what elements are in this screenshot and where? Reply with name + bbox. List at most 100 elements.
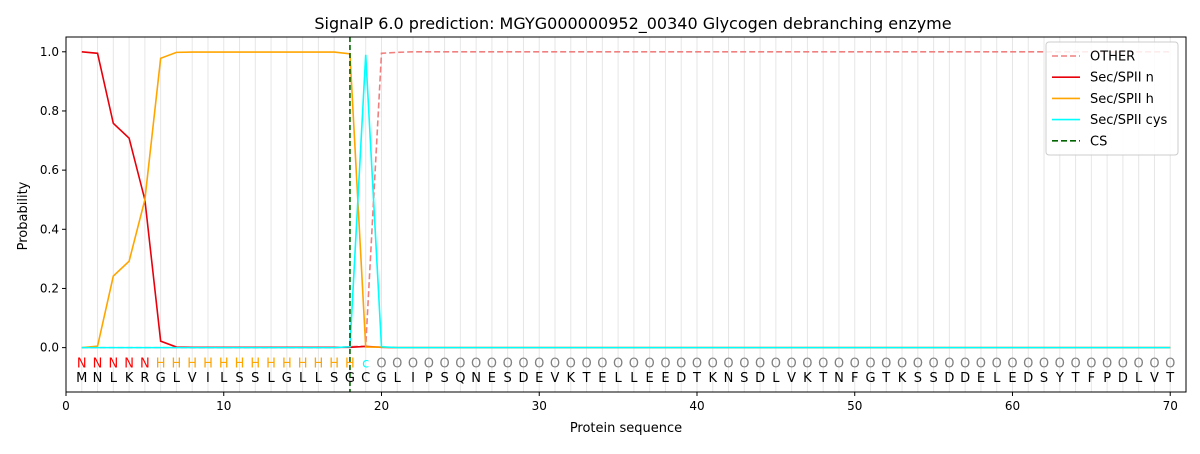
region-label: O bbox=[1149, 356, 1159, 371]
residue-letter: F bbox=[1088, 371, 1095, 386]
residue-letter: L bbox=[1135, 371, 1143, 386]
residue-letter: R bbox=[140, 371, 149, 386]
residue-letter: K bbox=[567, 371, 576, 386]
residue-letter: I bbox=[206, 371, 210, 386]
region-label: N bbox=[124, 356, 134, 371]
residue-letter: L bbox=[110, 371, 118, 386]
residue-letter: N bbox=[93, 371, 103, 386]
region-label: O bbox=[787, 356, 797, 371]
x-tick-label: 70 bbox=[1163, 399, 1178, 413]
region-label: O bbox=[1086, 356, 1096, 371]
region-label: O bbox=[928, 356, 938, 371]
region-label: O bbox=[629, 356, 639, 371]
axes: 0 10 20 30 40 50 60 70 0.0 0.2 0.4 0.6 0.8 1.0 bbox=[40, 36, 1187, 413]
x-tick-label: 60 bbox=[1005, 399, 1020, 413]
region-label: N bbox=[77, 356, 87, 371]
residue-letter: S bbox=[740, 371, 748, 386]
region-label: O bbox=[534, 356, 544, 371]
residue-letter: K bbox=[803, 371, 812, 386]
legend-label: Sec/SPII h bbox=[1090, 92, 1154, 107]
chart-title: SignalP 6.0 prediction: MGYG000000952_00… bbox=[314, 14, 951, 34]
y-tick-label: 0.0 bbox=[40, 341, 59, 355]
region-label: O bbox=[424, 356, 434, 371]
region-label: O bbox=[1023, 356, 1033, 371]
region-label: O bbox=[1055, 356, 1065, 371]
residue-letter: E bbox=[535, 371, 543, 386]
x-tick-label: 10 bbox=[216, 399, 231, 413]
region-label: O bbox=[818, 356, 828, 371]
legend-label: OTHER bbox=[1090, 50, 1135, 65]
residue-letter: G bbox=[865, 371, 875, 386]
series-line-sec-spii-cys bbox=[81, 54, 1171, 349]
region-label: O bbox=[487, 356, 497, 371]
region-label: H bbox=[266, 356, 276, 371]
region-label: O bbox=[581, 356, 591, 371]
x-tick-label: 30 bbox=[532, 399, 547, 413]
residue-letter: E bbox=[646, 371, 654, 386]
region-label: O bbox=[1039, 356, 1049, 371]
region-label: H bbox=[156, 356, 166, 371]
y-axis-label: Probability bbox=[16, 181, 31, 250]
residue-letter: S bbox=[504, 371, 512, 386]
legend-label: CS bbox=[1090, 134, 1107, 149]
residue-letter: D bbox=[1023, 371, 1033, 386]
y-tick-label: 0.2 bbox=[40, 281, 59, 295]
region-label: H bbox=[314, 356, 324, 371]
plot-frame bbox=[65, 36, 1187, 393]
region-label: O bbox=[566, 356, 576, 371]
region-label: H bbox=[298, 356, 308, 371]
region-label: O bbox=[771, 356, 781, 371]
legend-label: Sec/SPII cys bbox=[1090, 113, 1168, 128]
region-label: O bbox=[1102, 356, 1112, 371]
region-label: O bbox=[834, 356, 844, 371]
region-label: O bbox=[692, 356, 702, 371]
residue-letter: E bbox=[1008, 371, 1016, 386]
residue-letter: L bbox=[299, 371, 307, 386]
residue-letter: V bbox=[188, 371, 197, 386]
region-label: O bbox=[1070, 356, 1080, 371]
x-tick-label: 0 bbox=[62, 399, 70, 413]
region-label: O bbox=[992, 356, 1002, 371]
residue-letter: S bbox=[929, 371, 937, 386]
region-label: O bbox=[755, 356, 765, 371]
y-tick-label: 0.6 bbox=[40, 163, 59, 177]
residue-letter: L bbox=[220, 371, 228, 386]
residue-letter: E bbox=[598, 371, 606, 386]
region-label: O bbox=[913, 356, 923, 371]
region-label: O bbox=[471, 356, 481, 371]
region-label: O bbox=[802, 356, 812, 371]
residue-letter: F bbox=[851, 371, 858, 386]
residue-letter: G bbox=[156, 371, 166, 386]
region-label: O bbox=[1134, 356, 1144, 371]
residue-letter: L bbox=[630, 371, 638, 386]
residue-letter: I bbox=[411, 371, 415, 386]
legend-box bbox=[1045, 41, 1179, 156]
region-label: O bbox=[1007, 356, 1017, 371]
residue-letter: T bbox=[692, 371, 701, 386]
region-label: N bbox=[93, 356, 103, 371]
residue-letter: K bbox=[898, 371, 907, 386]
x-tick-label: 20 bbox=[374, 399, 389, 413]
region-label: O bbox=[850, 356, 860, 371]
residue-letter: N bbox=[834, 371, 844, 386]
region-label: N bbox=[140, 356, 150, 371]
region-label: O bbox=[645, 356, 655, 371]
residue-letter: T bbox=[1071, 371, 1080, 386]
region-label: O bbox=[455, 356, 465, 371]
residue-letter: D bbox=[676, 371, 686, 386]
series-lines bbox=[81, 37, 1171, 392]
residue-letter: S bbox=[330, 371, 338, 386]
region-label: O bbox=[597, 356, 607, 371]
region-label: O bbox=[708, 356, 718, 371]
region-label: O bbox=[944, 356, 954, 371]
region-label: N bbox=[108, 356, 118, 371]
residue-letter: S bbox=[235, 371, 243, 386]
residue-letter: S bbox=[914, 371, 922, 386]
residue-letter: G bbox=[282, 371, 292, 386]
region-label: O bbox=[739, 356, 749, 371]
x-tick-label: 40 bbox=[689, 399, 704, 413]
region-label: O bbox=[392, 356, 402, 371]
region-label: H bbox=[345, 356, 355, 371]
